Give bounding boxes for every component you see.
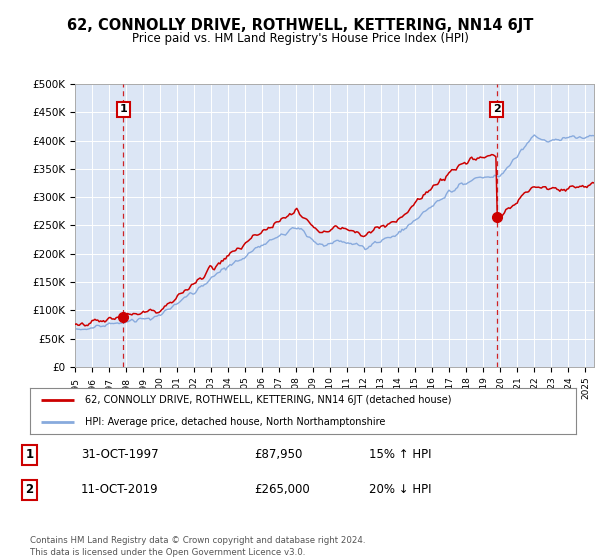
Text: 20% ↓ HPI: 20% ↓ HPI <box>369 483 431 496</box>
Text: HPI: Average price, detached house, North Northamptonshire: HPI: Average price, detached house, Nort… <box>85 417 385 427</box>
Text: 2: 2 <box>25 483 34 496</box>
Text: 15% ↑ HPI: 15% ↑ HPI <box>369 448 431 461</box>
Text: This data is licensed under the Open Government Licence v3.0.: This data is licensed under the Open Gov… <box>30 548 305 557</box>
Text: 1: 1 <box>119 105 127 114</box>
Text: Price paid vs. HM Land Registry's House Price Index (HPI): Price paid vs. HM Land Registry's House … <box>131 32 469 45</box>
Text: 31-OCT-1997: 31-OCT-1997 <box>81 448 159 461</box>
Text: Contains HM Land Registry data © Crown copyright and database right 2024.: Contains HM Land Registry data © Crown c… <box>30 536 365 545</box>
Text: 2: 2 <box>493 105 500 114</box>
Text: 62, CONNOLLY DRIVE, ROTHWELL, KETTERING, NN14 6JT (detached house): 62, CONNOLLY DRIVE, ROTHWELL, KETTERING,… <box>85 395 451 405</box>
Text: £87,950: £87,950 <box>254 448 302 461</box>
Text: 11-OCT-2019: 11-OCT-2019 <box>81 483 159 496</box>
Text: £265,000: £265,000 <box>254 483 310 496</box>
Text: 62, CONNOLLY DRIVE, ROTHWELL, KETTERING, NN14 6JT: 62, CONNOLLY DRIVE, ROTHWELL, KETTERING,… <box>67 18 533 33</box>
Text: 1: 1 <box>25 448 34 461</box>
